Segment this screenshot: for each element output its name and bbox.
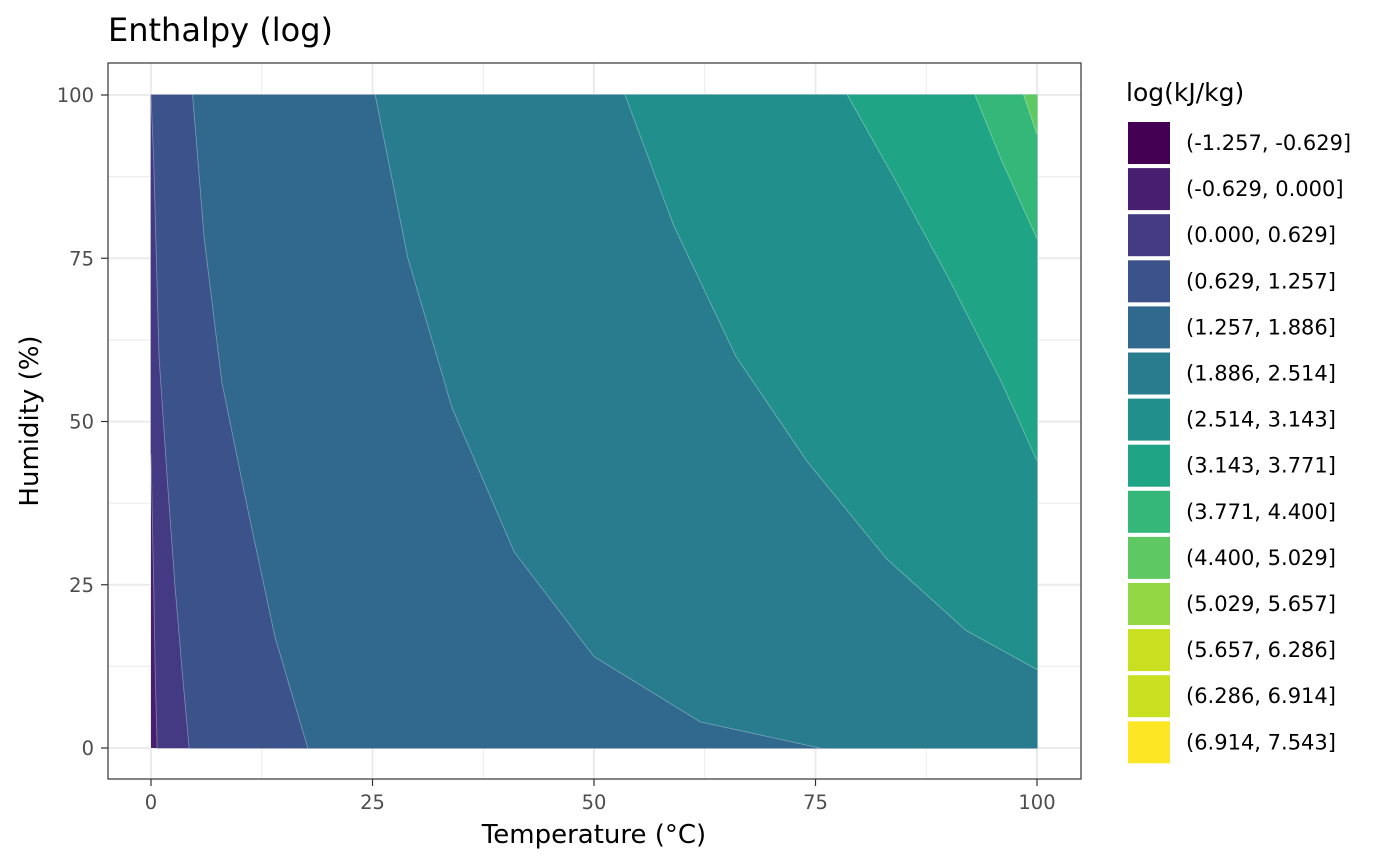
x-tick-label: 25 (360, 791, 385, 814)
legend-label: (0.629, 1.257] (1186, 269, 1336, 293)
legend-key (1128, 490, 1170, 533)
y-axis-title: Humidity (%) (15, 335, 45, 506)
y-tick-label: 100 (57, 84, 94, 107)
x-tick-label: 100 (1018, 791, 1055, 814)
x-tick-label: 50 (582, 791, 607, 814)
legend-key (1128, 536, 1170, 579)
legend-key (1128, 214, 1170, 257)
contour-line (1023, 94, 1038, 135)
legend-key (1128, 675, 1170, 718)
legend-label: (2.514, 3.143] (1186, 408, 1336, 432)
legend-label: (1.257, 1.886] (1186, 315, 1336, 339)
x-tick-label: 75 (803, 791, 828, 814)
axes: 0 25 50 75 100 0 25 50 75 100 (57, 84, 1056, 814)
plot-panel (107, 62, 1082, 780)
legend-label: (3.771, 4.400] (1186, 500, 1336, 524)
contour-line (374, 94, 820, 749)
legend-key (1128, 168, 1170, 211)
legend-label: (6.286, 6.914] (1186, 684, 1336, 708)
legend-key (1128, 398, 1170, 441)
legend-label: (5.657, 6.286] (1186, 638, 1336, 662)
legend-label: (5.029, 5.657] (1186, 592, 1336, 616)
legend-label: (-0.629, 0.000] (1186, 177, 1344, 201)
y-tick-label: 25 (69, 574, 94, 597)
legend-key (1128, 721, 1170, 764)
legend-key (1128, 583, 1170, 625)
legend-label: (4.400, 5.029] (1186, 546, 1336, 570)
x-axis-title: Temperature (°C) (481, 820, 706, 850)
legend-label: (6.914, 7.543] (1186, 730, 1336, 754)
legend-key (1128, 352, 1170, 395)
contour-region (1023, 94, 1038, 135)
legend-label: (1.886, 2.514] (1186, 362, 1336, 386)
legend-label: (0.000, 0.629] (1186, 223, 1336, 247)
y-tick-label: 50 (69, 411, 94, 434)
y-tick-label: 0 (82, 737, 94, 760)
contour-regions (150, 94, 1038, 749)
legend-key (1128, 629, 1170, 672)
legend: log(kJ/kg) (-1.257, -0.629] (-0.629, 0.00… (1126, 78, 1351, 764)
y-tick-label: 75 (69, 247, 94, 270)
contour-line (847, 94, 1038, 461)
legend-key (1128, 122, 1170, 164)
x-tick-label: 0 (145, 791, 157, 814)
contour-line (192, 94, 309, 749)
contour-line (624, 94, 1038, 670)
legend-title: log(kJ/kg) (1126, 78, 1244, 107)
contour-region (974, 94, 1038, 239)
contour-line (974, 94, 1038, 239)
contour-line (150, 454, 158, 749)
legend-items: (-1.257, -0.629] (-0.629, 0.000] (0.000, 0… (1128, 122, 1351, 764)
legend-key (1128, 306, 1170, 349)
legend-key (1128, 260, 1170, 303)
contour-line (150, 94, 190, 749)
legend-label: (3.143, 3.771] (1186, 454, 1336, 478)
legend-key (1128, 444, 1170, 487)
chart-title: Enthalpy (log) (108, 11, 333, 49)
legend-label: (-1.257, -0.629] (1186, 131, 1351, 155)
